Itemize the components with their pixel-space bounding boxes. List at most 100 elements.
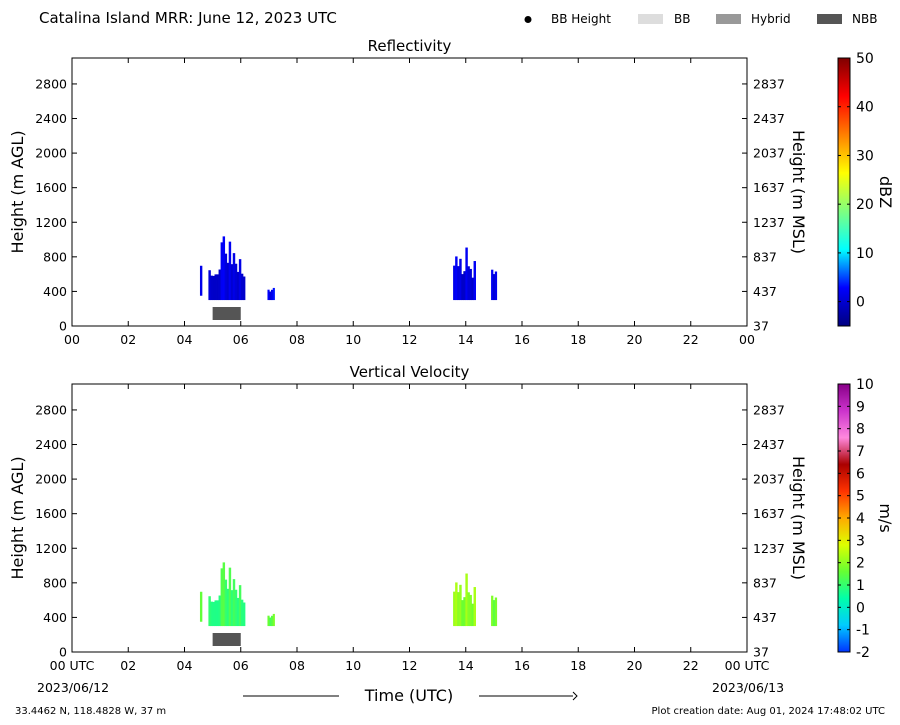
echo-column xyxy=(236,597,240,627)
colorbar-tick-label: -2 xyxy=(856,645,870,661)
echo-column xyxy=(270,289,274,301)
colorbar-tick-label: 7 xyxy=(856,444,865,460)
y-tick-label: 800 xyxy=(43,575,67,590)
echo-column xyxy=(240,599,244,627)
echo-column xyxy=(218,595,221,627)
echo-data xyxy=(199,236,498,301)
echo-column xyxy=(226,588,230,627)
echo-column xyxy=(228,241,232,301)
colorbar-tick-label: 0 xyxy=(856,295,865,311)
colorbar-gradient xyxy=(837,57,851,327)
x-tick-label: 10 xyxy=(345,658,361,673)
echo-column xyxy=(199,591,203,622)
x-tick-label: 02 xyxy=(120,658,136,673)
y-tick-label: 400 xyxy=(43,284,67,299)
echo-column xyxy=(226,262,230,301)
colorbar-tick-label: 50 xyxy=(856,51,874,67)
echo-column xyxy=(242,602,246,627)
x-tick-label: 10 xyxy=(345,332,361,347)
bright-band-bar-nbb xyxy=(212,633,241,646)
panel-title: Vertical Velocity xyxy=(350,363,470,381)
echo-column xyxy=(453,591,456,627)
x-axis-label: Time (UTC) xyxy=(364,686,453,705)
echo-column xyxy=(272,287,275,301)
start-date: 2023/06/12 xyxy=(37,680,109,695)
x-tick-label: 08 xyxy=(289,332,305,347)
echo-column xyxy=(208,596,211,627)
colorbar-tick-label: 5 xyxy=(856,489,865,505)
y-tick-label: 800 xyxy=(43,249,67,264)
y-axis-label-right: Height (m MSL) xyxy=(789,130,808,254)
echo-column xyxy=(216,600,219,627)
y-tick-label: 2800 xyxy=(35,402,67,417)
echo-column xyxy=(236,271,240,301)
colorbar-tick-label: 10 xyxy=(856,377,874,393)
colorbar-tick-label: 10 xyxy=(856,246,874,262)
echo-column xyxy=(224,579,228,627)
location-text: 33.4462 N, 118.4828 W, 37 m xyxy=(15,706,166,717)
echo-column xyxy=(494,271,498,301)
echo-column xyxy=(469,268,472,301)
y-tick-label: 1200 xyxy=(35,215,67,230)
echo-column xyxy=(465,247,468,301)
echo-column xyxy=(461,274,464,301)
panel-title: Reflectivity xyxy=(368,37,452,55)
echo-column xyxy=(220,242,224,301)
y-tick-right-label: 837 xyxy=(753,575,777,590)
legend-swatch-nbb xyxy=(817,14,842,24)
x-tick-label: 08 xyxy=(289,658,305,673)
bright-band-bar-nbb xyxy=(212,307,241,320)
echo-column xyxy=(242,276,246,301)
echo-column xyxy=(222,562,226,627)
echo-column xyxy=(234,263,238,301)
echo-column xyxy=(212,275,215,301)
echo-column xyxy=(238,259,242,301)
x-tick-label: 00 xyxy=(739,332,755,347)
echo-column xyxy=(214,600,217,627)
x-tick-label: 20 xyxy=(627,332,643,347)
colorbar-label: m/s xyxy=(876,503,895,532)
echo-column xyxy=(457,266,460,301)
echo-column xyxy=(269,291,272,301)
colorbars: 0 10 20 30 40 50 dBZ -2 -1 0 1 2 3 4 5 6 7 8 9 10 m/s xyxy=(837,51,895,661)
y-tick-label: 400 xyxy=(43,610,67,625)
echo-column xyxy=(459,258,462,301)
y-tick-right-label: 37 xyxy=(753,645,769,660)
colorbar-tick-label: 0 xyxy=(856,600,865,616)
x-tick-label: 16 xyxy=(514,658,530,673)
echo-column xyxy=(491,595,494,627)
colorbar-label: dBZ xyxy=(876,176,895,208)
y-axis-label-right: Height (m MSL) xyxy=(789,456,808,580)
y-tick-right-label: 2037 xyxy=(753,472,785,487)
colorbar-tick-label: 4 xyxy=(856,511,865,527)
x-tick-label: 12 xyxy=(402,332,418,347)
echo-column xyxy=(459,584,462,627)
echo-column xyxy=(467,592,470,627)
colorbar-tick-label: 2 xyxy=(856,556,865,572)
figure-title: Catalina Island MRR: June 12, 2023 UTC xyxy=(39,9,337,27)
echo-column xyxy=(224,253,228,301)
colorbar-velocity: -2 -1 0 1 2 3 4 5 6 7 8 9 10 m/s xyxy=(837,377,895,661)
echo-column xyxy=(461,600,464,627)
echo-column xyxy=(473,587,476,627)
y-tick-label: 0 xyxy=(59,645,67,660)
legend-marker-bb-height xyxy=(524,16,532,23)
echo-column xyxy=(228,567,232,627)
echo-column xyxy=(232,253,236,301)
legend: BB Height BB Hybrid NBB xyxy=(524,12,877,26)
arrow-head-icon xyxy=(572,691,578,701)
y-tick-right-label: 2837 xyxy=(753,402,785,417)
y-tick-right-label: 1637 xyxy=(753,506,785,521)
echo-column xyxy=(208,270,211,301)
y-axis-label: Height (m AGL) xyxy=(8,456,27,579)
y-tick-right-label: 1237 xyxy=(753,215,785,230)
echo-column xyxy=(199,265,203,296)
x-tick-label: 06 xyxy=(233,332,249,347)
echo-column xyxy=(230,590,234,627)
legend-label: BB Height xyxy=(551,12,611,26)
colorbar-tick-label: -1 xyxy=(856,623,870,639)
x-tick-label: 22 xyxy=(683,332,699,347)
echo-column xyxy=(214,274,217,301)
